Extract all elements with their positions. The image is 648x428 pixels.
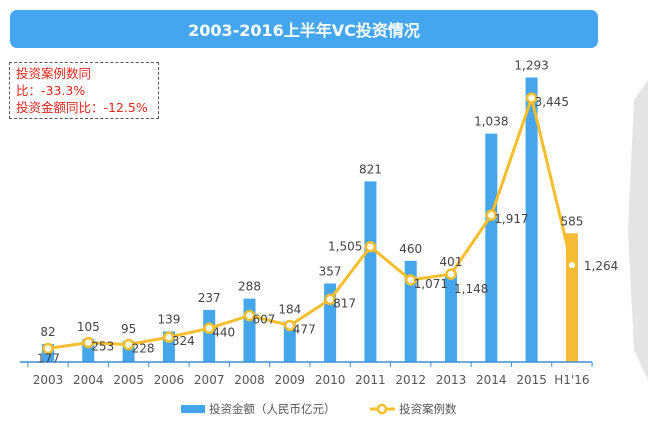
- cases-point: [445, 268, 457, 280]
- x-tick-label: 2013: [436, 373, 467, 387]
- cases-value-label: 228: [132, 342, 155, 356]
- x-tick-label: 2014: [476, 373, 507, 387]
- bar-value-label: 821: [359, 162, 382, 176]
- cases-value-label: 177: [37, 351, 60, 365]
- bar-2008: [243, 298, 256, 362]
- x-tick-label: H1'16: [554, 373, 589, 387]
- bar-value-label: 184: [278, 303, 301, 317]
- cases-value-label: 3,445: [535, 95, 569, 109]
- bar-value-label: 1,038: [474, 115, 508, 129]
- cases-point: [525, 92, 538, 104]
- cases-point: [203, 322, 215, 335]
- cases-point: [42, 342, 54, 355]
- bar-2012: [404, 260, 417, 362]
- cases-point: [404, 274, 417, 286]
- legend-amount-label: 投资金额（人民币亿元）: [209, 402, 336, 416]
- cases-point: [82, 336, 95, 349]
- x-tick-label: 2011: [355, 373, 386, 387]
- chart-title: 2003-2016上半年VC投资情况: [10, 10, 598, 48]
- cases-value-label: 440: [212, 325, 235, 339]
- x-tick-label: 2007: [194, 373, 225, 387]
- cases-line: [47, 96, 574, 350]
- bar-value-label: 401: [440, 255, 463, 269]
- bar-value-label: 460: [399, 242, 422, 256]
- x-tick-label: 2004: [73, 373, 104, 387]
- bar-H1'16: [565, 233, 578, 362]
- bar-2009: [283, 321, 296, 362]
- side-decoration: [628, 80, 648, 380]
- cases-value-label: 1,917: [494, 212, 528, 226]
- x-tick-label: 2006: [154, 373, 185, 387]
- bar-2007: [203, 309, 216, 362]
- bar-value-label: 82: [40, 325, 55, 339]
- x-tick-label: 2015: [516, 373, 547, 387]
- bar-value-label: 105: [77, 320, 100, 334]
- bar-value-label: 585: [560, 214, 583, 228]
- bar-value-label: 1,293: [514, 59, 548, 73]
- cases-value-label: 817: [333, 296, 356, 310]
- yoy-amount-note: 投资金额同比：-12.5%: [16, 100, 148, 115]
- legend-line-marker: [376, 403, 388, 415]
- bar-value-label: 139: [157, 312, 180, 326]
- yoy-cases-note: 投资案例数同比：-33.3%: [16, 66, 92, 98]
- legend-bar-swatch: [181, 405, 205, 413]
- bar-value-label: 357: [319, 264, 342, 278]
- cases-point: [364, 240, 377, 253]
- cases-value-label: 1,505: [328, 240, 362, 254]
- yoy-note-box: 投资案例数同比：-33.3% 投资金额同比：-12.5%: [9, 62, 159, 119]
- cases-value-label: 324: [172, 334, 195, 348]
- x-tick-label: 2005: [113, 373, 144, 387]
- cases-point: [485, 209, 498, 221]
- bar-2015: [525, 77, 538, 362]
- bar-value-label: 237: [198, 291, 221, 305]
- bar-2014: [485, 133, 498, 362]
- legend: 投资金额（人民币亿元） 投资案例数: [181, 402, 457, 416]
- bar-value-label: 95: [121, 322, 136, 336]
- legend-cases-label: 投资案例数: [399, 402, 457, 416]
- cases-point: [163, 331, 175, 343]
- cases-point: [284, 319, 296, 332]
- x-tick-label: 2008: [234, 373, 265, 387]
- x-tick-label: 2009: [275, 373, 306, 387]
- cases-point: [122, 338, 135, 351]
- cases-value-label: 1,264: [584, 259, 618, 273]
- x-tick-label: 2010: [315, 373, 346, 387]
- cases-value-label: 253: [91, 340, 114, 354]
- cases-point: [324, 293, 336, 306]
- bar-2013: [445, 273, 457, 362]
- bar-value-label: 288: [238, 280, 261, 294]
- cases-point: [243, 309, 256, 322]
- x-tick-label: 2003: [33, 373, 64, 387]
- cases-value-label: 607: [253, 313, 276, 327]
- x-tick-label: 2012: [395, 373, 426, 387]
- cases-value-label: 477: [293, 322, 316, 336]
- cases-value-label: 1,071: [414, 277, 448, 291]
- cases-value-label: 1,148: [454, 282, 488, 296]
- bar-2011: [364, 181, 377, 362]
- cases-point: [568, 262, 575, 269]
